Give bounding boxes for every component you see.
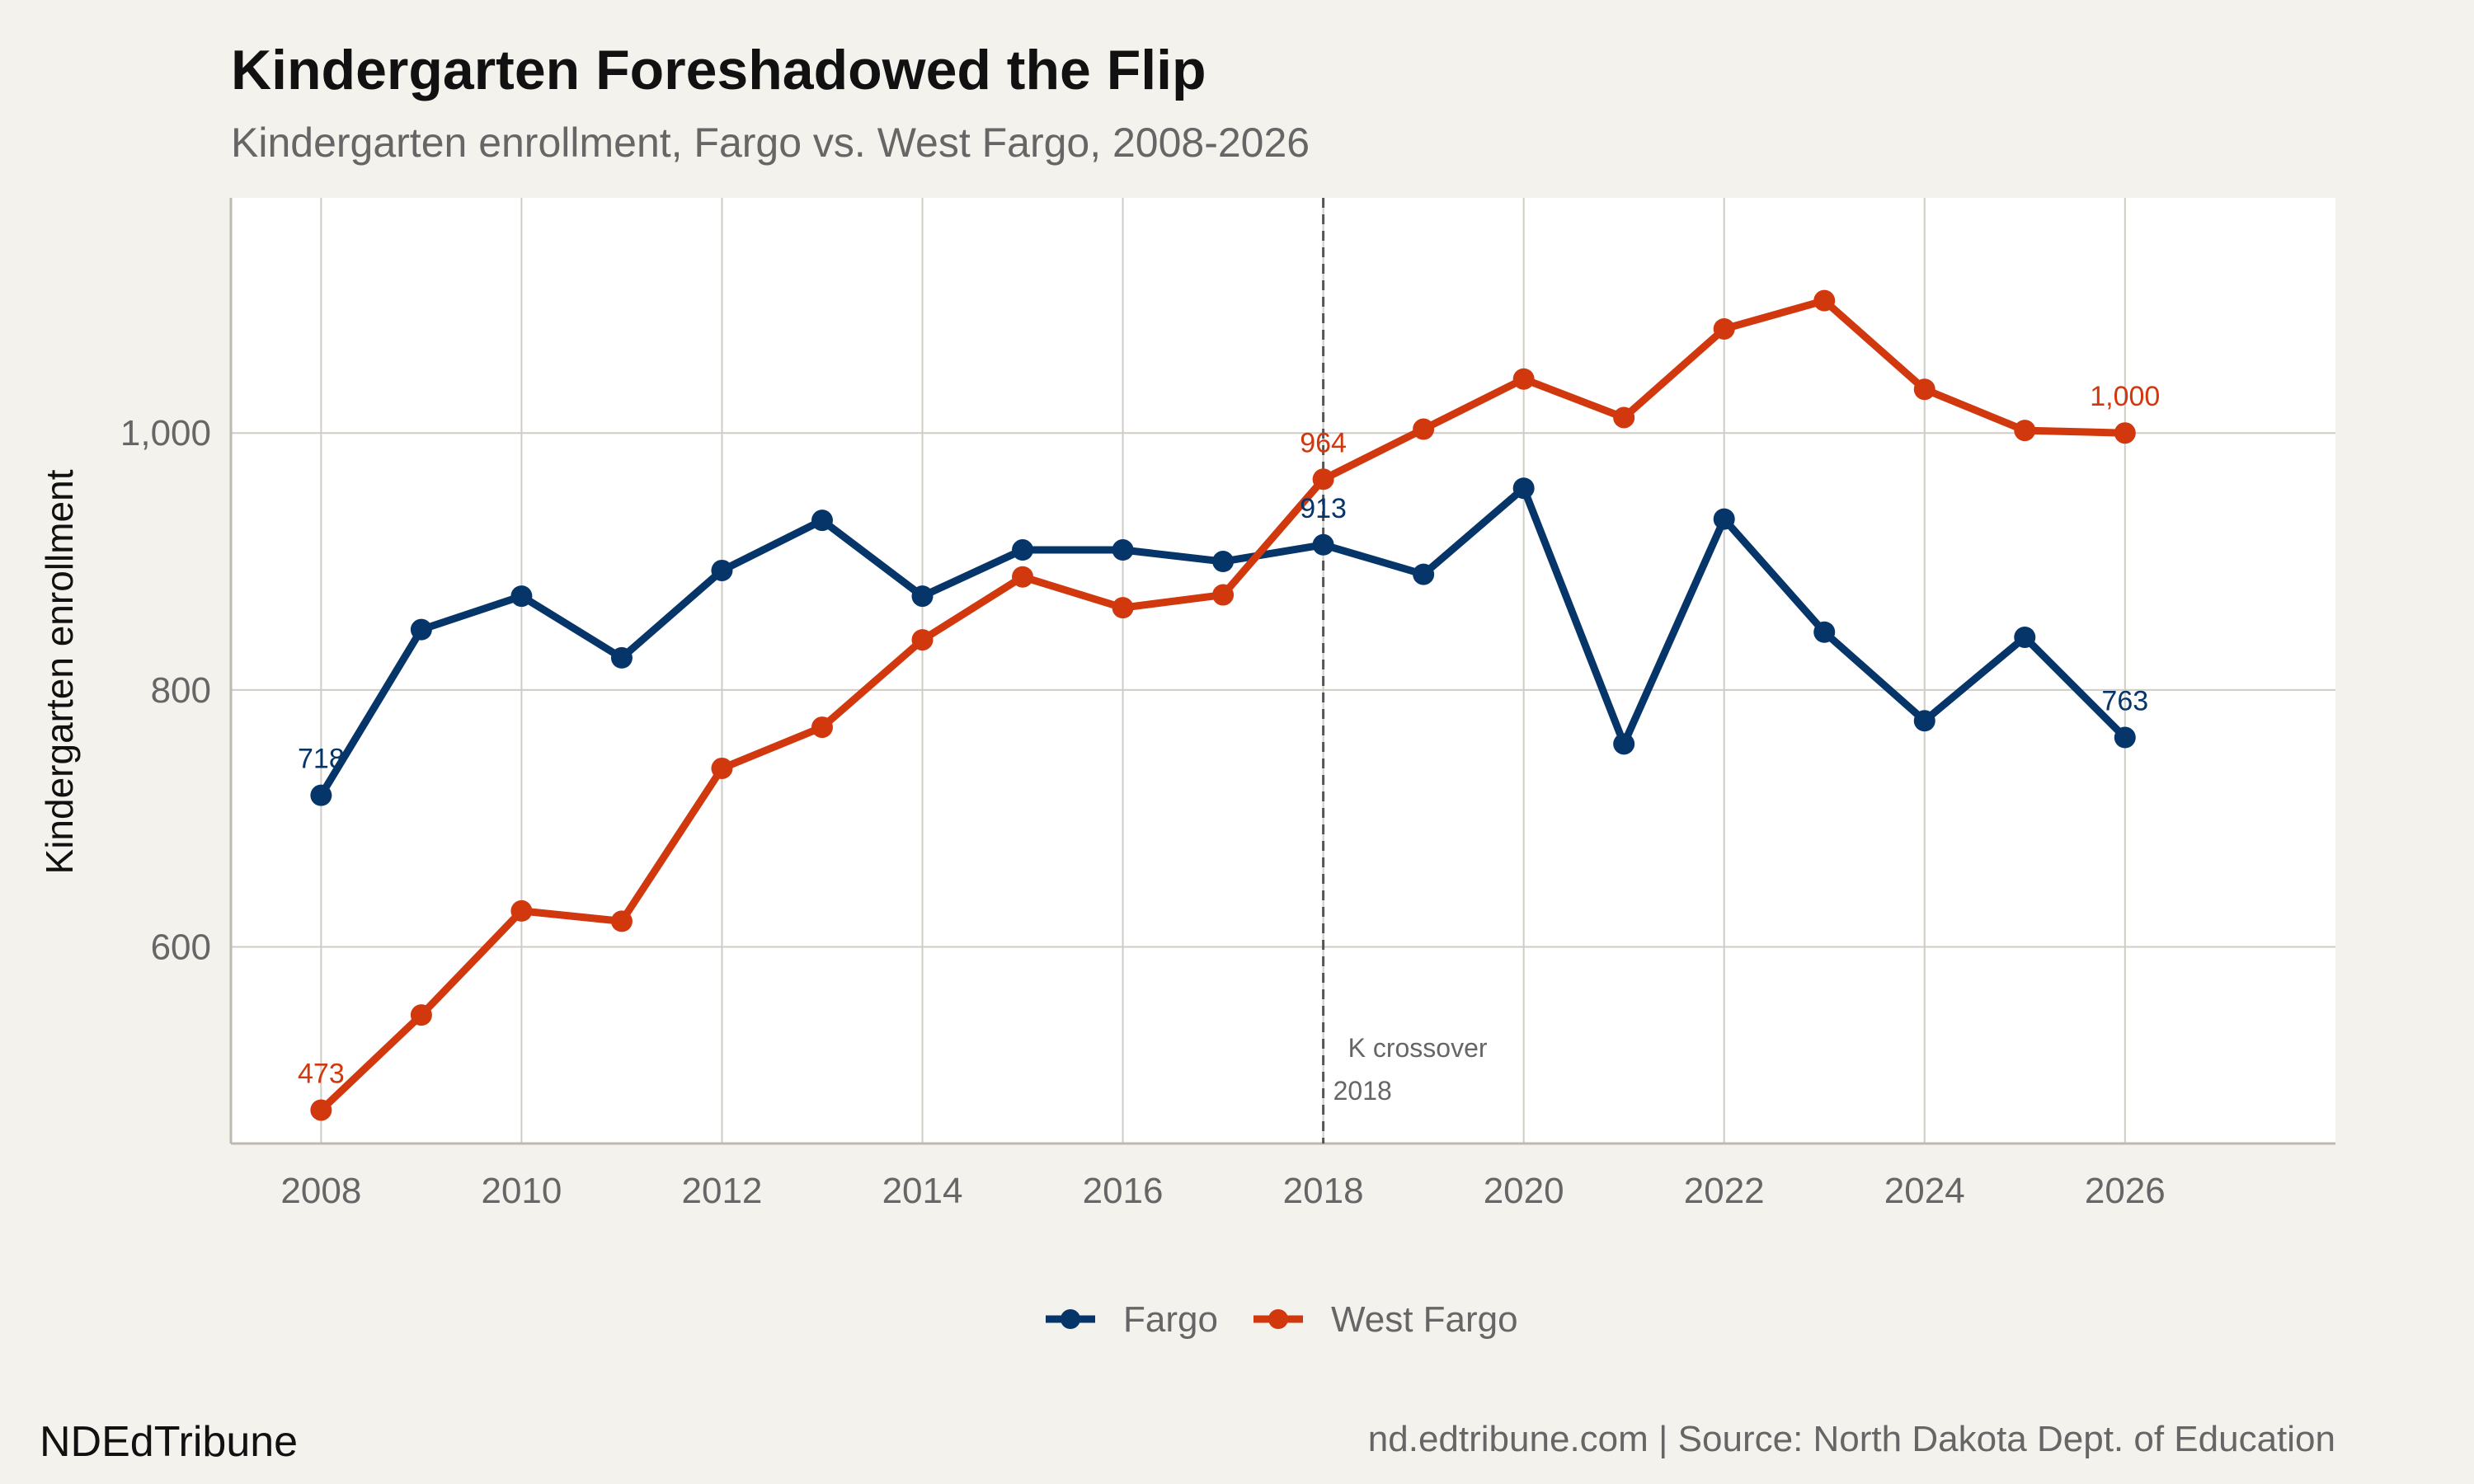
data-point-fargo bbox=[1713, 508, 1735, 530]
data-labels: 718 913 763 473 964 1,000 bbox=[298, 381, 2160, 1089]
legend-west-fargo-marker bbox=[1268, 1309, 1288, 1329]
y-tick-label: 600 bbox=[151, 928, 211, 968]
data-point-west-fargo bbox=[410, 1004, 432, 1026]
x-tick-label: 2010 bbox=[481, 1171, 562, 1211]
data-point-west-fargo bbox=[1012, 566, 1034, 588]
data-point-west-fargo bbox=[1212, 584, 1235, 606]
data-point-fargo bbox=[410, 618, 432, 641]
data-label: 763 bbox=[2101, 686, 2148, 717]
data-point-west-fargo bbox=[711, 757, 733, 779]
data-label: 473 bbox=[298, 1058, 345, 1089]
axis-ticks: 2008 2010 2012 2014 2016 2018 2020 2022 2024 2026… bbox=[120, 413, 2166, 1211]
brand-name: NDEdTribune bbox=[40, 1418, 298, 1466]
data-point-fargo bbox=[1613, 733, 1635, 755]
x-tick-label: 2020 bbox=[1484, 1171, 1564, 1211]
data-point-west-fargo bbox=[310, 1099, 332, 1121]
legend-fargo-label: Fargo bbox=[1123, 1299, 1218, 1340]
data-point-fargo bbox=[2014, 626, 2036, 648]
data-point-west-fargo bbox=[1913, 378, 1935, 401]
x-tick-label: 2014 bbox=[882, 1171, 963, 1211]
data-point-west-fargo bbox=[1813, 289, 1836, 312]
x-tick-label: 2012 bbox=[682, 1171, 763, 1211]
crossover-label: K crossover bbox=[1348, 1033, 1488, 1063]
data-point-west-fargo bbox=[2014, 420, 2036, 442]
source-caption: nd.edtribune.com | Source: North Dakota … bbox=[1368, 1419, 2335, 1459]
data-label: 913 bbox=[1300, 493, 1347, 524]
data-point-fargo bbox=[1512, 477, 1535, 500]
data-point-fargo bbox=[510, 585, 533, 608]
data-point-fargo bbox=[610, 646, 633, 669]
data-point-fargo bbox=[1413, 563, 1435, 585]
data-label: 718 bbox=[298, 744, 345, 775]
data-point-west-fargo bbox=[1312, 468, 1334, 491]
data-point-fargo bbox=[711, 559, 733, 581]
legend: Fargo West Fargo bbox=[1046, 1299, 1518, 1340]
x-tick-label: 2024 bbox=[1884, 1171, 1965, 1211]
legend-west-fargo-label: West Fargo bbox=[1331, 1299, 1518, 1340]
data-point-west-fargo bbox=[1613, 406, 1635, 429]
data-label: 964 bbox=[1300, 427, 1347, 458]
data-label: 1,000 bbox=[2090, 381, 2160, 412]
x-tick-label: 2026 bbox=[2085, 1171, 2166, 1211]
data-point-west-fargo bbox=[911, 629, 934, 651]
data-point-fargo bbox=[1813, 621, 1836, 643]
data-point-west-fargo bbox=[1713, 317, 1735, 340]
x-tick-label: 2016 bbox=[1083, 1171, 1164, 1211]
plot-panel bbox=[231, 198, 2335, 1144]
x-tick-label: 2022 bbox=[1684, 1171, 1765, 1211]
y-tick-label: 800 bbox=[151, 670, 211, 711]
data-point-fargo bbox=[1212, 551, 1235, 573]
data-point-fargo bbox=[1913, 710, 1935, 732]
data-point-west-fargo bbox=[1512, 368, 1535, 390]
data-point-west-fargo bbox=[2114, 422, 2136, 444]
data-point-fargo bbox=[911, 585, 934, 608]
chart-subtitle: Kindergarten enrollment, Fargo vs. West … bbox=[231, 120, 1310, 166]
data-point-fargo bbox=[811, 510, 833, 532]
data-point-fargo bbox=[1112, 539, 1134, 561]
data-point-fargo bbox=[1312, 533, 1334, 556]
data-point-west-fargo bbox=[510, 899, 533, 922]
data-point-fargo bbox=[2114, 726, 2136, 749]
data-point-fargo bbox=[1012, 539, 1034, 561]
series bbox=[310, 289, 2136, 1121]
y-axis-label: Kindergarten enrollment bbox=[38, 469, 81, 874]
chart-title: Kindergarten Foreshadowed the Flip bbox=[231, 39, 1206, 101]
legend-fargo-marker bbox=[1061, 1309, 1080, 1329]
crossover-year-label: 2018 bbox=[1333, 1076, 1392, 1106]
y-tick-label: 1,000 bbox=[120, 413, 211, 453]
data-point-west-fargo bbox=[1413, 418, 1435, 440]
x-tick-label: 2018 bbox=[1283, 1171, 1364, 1211]
x-tick-label: 2008 bbox=[280, 1171, 361, 1211]
data-point-west-fargo bbox=[1112, 597, 1134, 619]
data-point-west-fargo bbox=[610, 910, 633, 932]
data-point-west-fargo bbox=[811, 716, 833, 739]
data-point-fargo bbox=[310, 784, 332, 806]
